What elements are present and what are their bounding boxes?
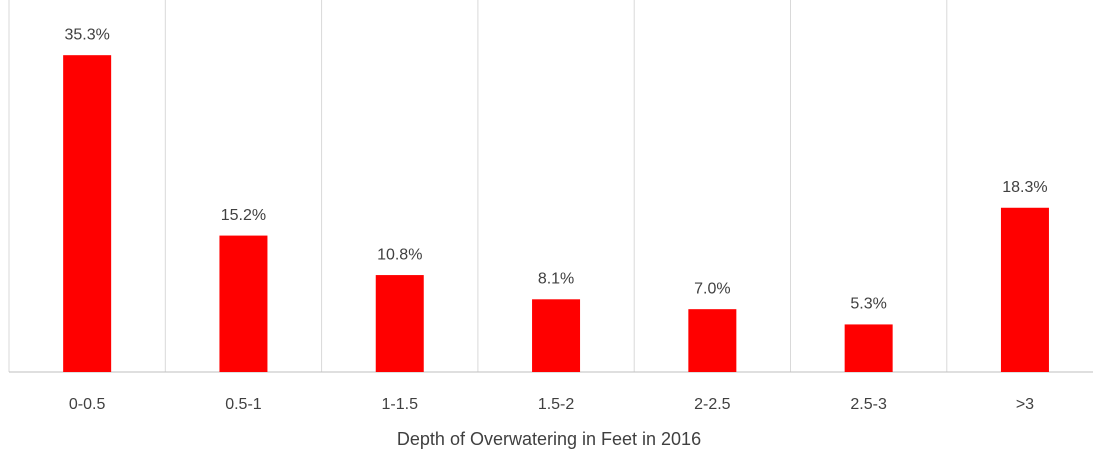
data-label: 5.3% — [850, 296, 886, 313]
x-axis-title: Depth of Overwatering in Feet in 2016 — [397, 429, 701, 449]
data-label: 18.3% — [1002, 179, 1047, 196]
bar — [844, 324, 893, 372]
x-tick-label: 0.5-1 — [225, 396, 262, 413]
data-label: 10.8% — [377, 246, 422, 263]
x-tick-label: 2.5-3 — [850, 396, 887, 413]
data-label: 8.1% — [538, 271, 574, 288]
bar — [688, 309, 737, 372]
x-tick-label: 1-1.5 — [382, 396, 419, 413]
bar — [375, 275, 424, 372]
x-tick-label: 2-2.5 — [694, 396, 731, 413]
bar — [219, 235, 268, 372]
bar — [532, 299, 581, 372]
x-tick-label: 0-0.5 — [69, 396, 106, 413]
data-label: 15.2% — [221, 207, 266, 224]
x-tick-label: 1.5-2 — [538, 396, 575, 413]
x-tick-label: >3 — [1016, 396, 1034, 413]
bar — [1000, 207, 1049, 372]
data-label: 35.3% — [64, 26, 109, 43]
bar — [63, 55, 112, 373]
data-label: 7.0% — [694, 280, 730, 297]
